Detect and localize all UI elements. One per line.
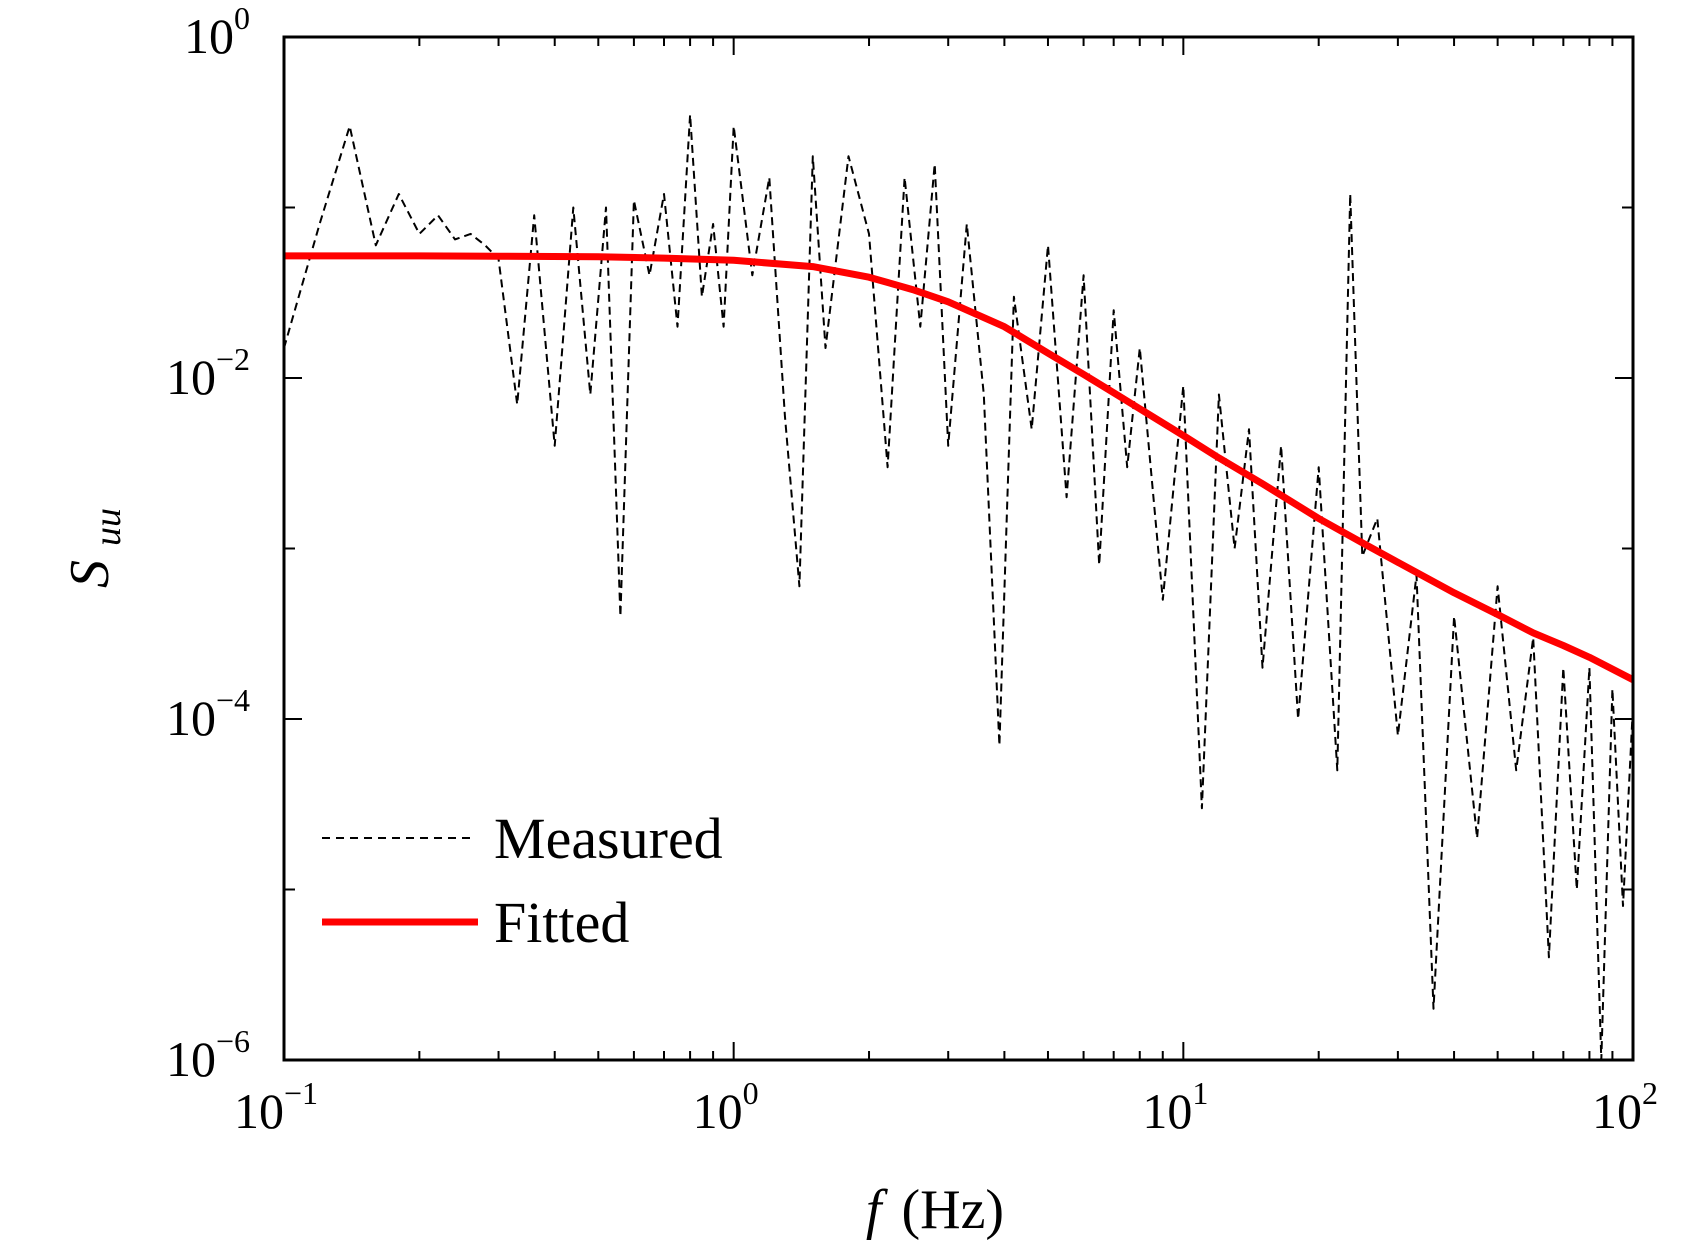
y-tick-label: 10−2 [166, 341, 250, 405]
legend-fitted-label: Fitted [494, 890, 629, 955]
y-axis-label: S uu [59, 508, 129, 588]
y-tick-label: 10−6 [166, 1023, 250, 1087]
y-tick-label: 10−4 [166, 682, 250, 746]
x-tick-label: 10−1 [234, 1075, 318, 1139]
series-layer [284, 113, 1633, 1060]
x-tick-label: 101 [1142, 1075, 1208, 1139]
x-axis-label: f (Hz) [866, 1179, 1004, 1241]
legend-measured-label: Measured [494, 806, 723, 871]
tick-label-layer: 10−1 100 101 102 100 10−2 10−4 10−6 [166, 0, 1658, 1139]
legend: Measured Fitted [322, 806, 723, 955]
y-tick-label: 100 [184, 0, 250, 64]
series-fitted-line [284, 252, 1633, 683]
series-measured-line [284, 113, 1633, 1060]
x-tick-label: 100 [693, 1075, 759, 1139]
x-tick-label: 102 [1592, 1075, 1658, 1139]
plot-frame [282, 35, 1635, 1062]
